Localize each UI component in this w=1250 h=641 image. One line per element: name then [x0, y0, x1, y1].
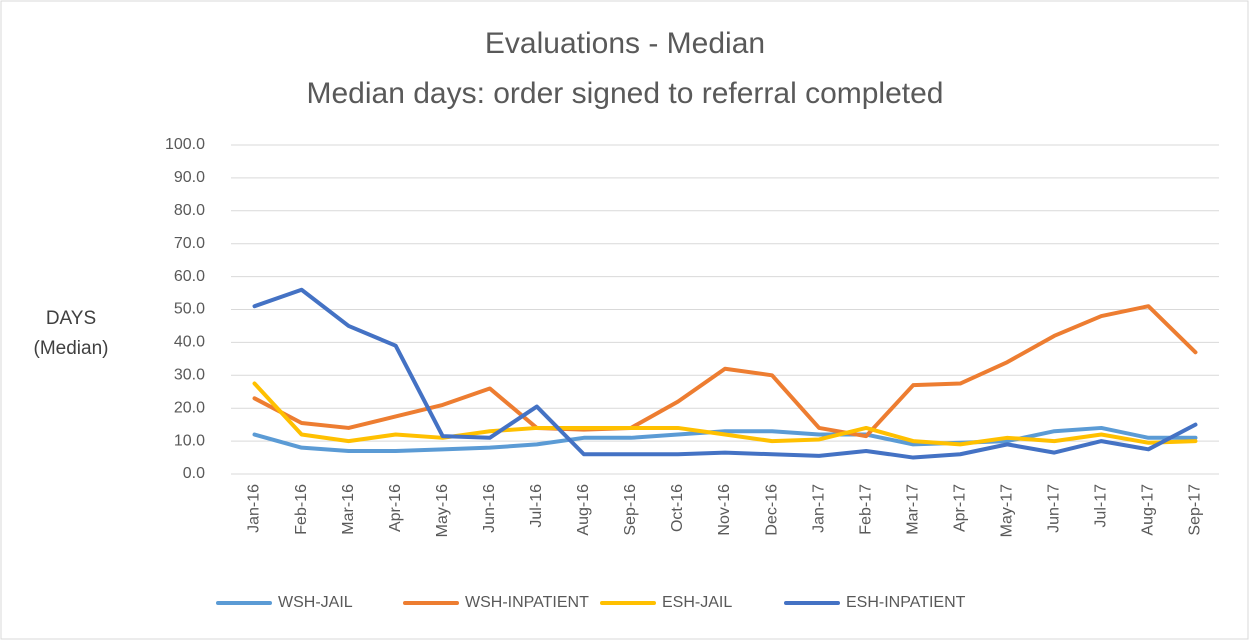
x-tick-label: Jun-17 — [1046, 484, 1063, 533]
x-tick-label: Apr-16 — [387, 484, 404, 532]
chart-subtitle: Median days: order signed to referral co… — [306, 77, 943, 110]
x-tick-label: Jul-16 — [528, 484, 545, 528]
chart-title: Evaluations - Median — [485, 27, 765, 60]
y-tick-label: 30.0 — [174, 367, 205, 384]
x-tick-label: Aug-17 — [1140, 484, 1157, 536]
x-tick-label: Dec-16 — [763, 484, 780, 536]
x-tick-label: Sep-16 — [622, 484, 639, 536]
series-line — [252, 287, 1198, 460]
x-tick-label: Nov-16 — [716, 484, 733, 536]
x-tick-label: Jun-16 — [481, 484, 498, 533]
x-tick-label: May-17 — [999, 484, 1016, 537]
x-tick-label: Mar-16 — [340, 484, 357, 535]
legend-label: WSH-INPATIENT — [465, 594, 589, 611]
legend-label: ESH-JAIL — [662, 594, 732, 611]
y-tick-label: 50.0 — [174, 301, 205, 318]
legend-label: WSH-JAIL — [278, 594, 353, 611]
y-tick-label: 40.0 — [174, 334, 205, 351]
series-line — [252, 381, 1198, 447]
y-tick-label: 0.0 — [183, 465, 205, 482]
x-tick-label: Jan-16 — [246, 484, 263, 533]
y-tick-label: 100.0 — [165, 136, 205, 153]
x-tick-label: May-16 — [434, 484, 451, 537]
y-tick-label: 20.0 — [174, 399, 205, 416]
series-line — [252, 425, 1198, 453]
x-tick-label: Mar-17 — [904, 484, 921, 535]
y-axis-label: DAYS (Median) — [33, 308, 109, 359]
series-line — [252, 304, 1198, 439]
x-tick-label: Feb-16 — [293, 484, 310, 535]
x-tick-label: Jul-17 — [1093, 484, 1110, 528]
x-tick-label: Jan-17 — [810, 484, 827, 533]
x-tick-label: Apr-17 — [951, 484, 968, 532]
x-tick-label: Oct-16 — [669, 484, 686, 532]
y-tick-label: 80.0 — [174, 202, 205, 219]
x-tick-label: Feb-17 — [857, 484, 874, 535]
y-tick-label: 10.0 — [174, 432, 205, 449]
x-tick-label: Sep-17 — [1187, 484, 1204, 536]
y-tick-label: 60.0 — [174, 268, 205, 285]
x-tick-label: Aug-16 — [575, 484, 592, 536]
legend-label: ESH-INPATIENT — [846, 594, 966, 611]
y-tick-label: 70.0 — [174, 235, 205, 252]
y-tick-label: 90.0 — [174, 169, 205, 186]
